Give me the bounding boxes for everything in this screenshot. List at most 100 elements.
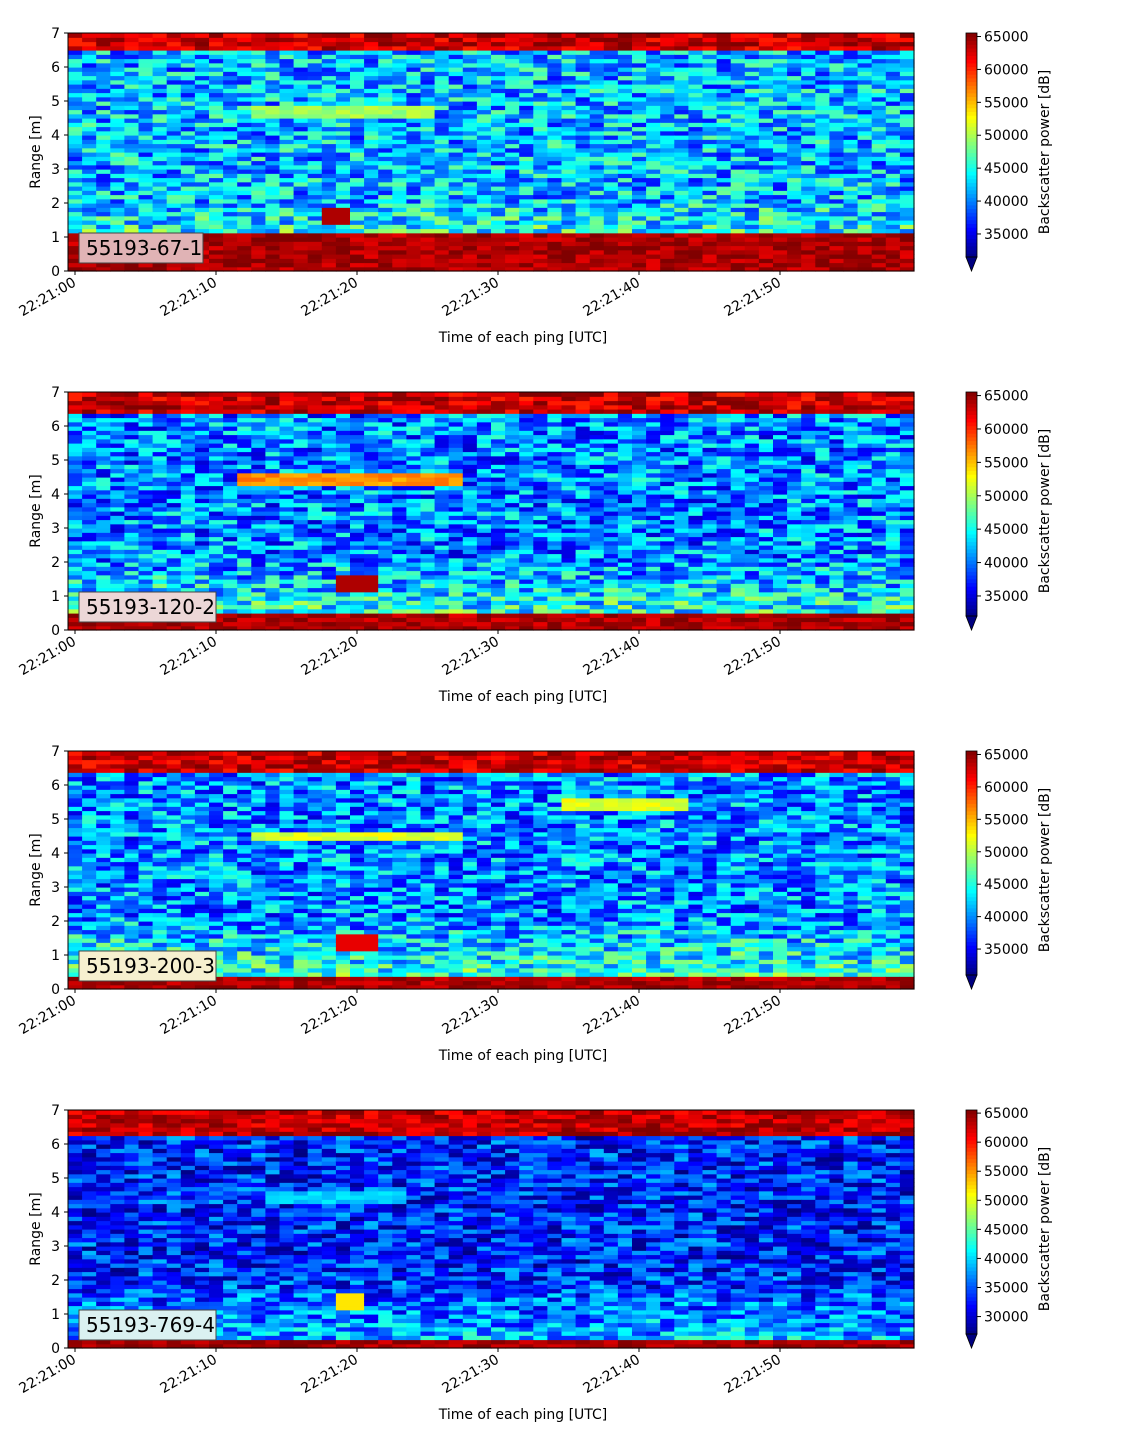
x-tick-label: 22:21:20 — [299, 1352, 361, 1397]
panel-label: 55193-67-1 — [86, 236, 202, 260]
panel-1: 0 1 2 3 4 5 6 7 Range [m] 22:21:00 22:21:10 22:21:2… — [17, 26, 1053, 346]
x-axis-label: Time of each ping [UTC] — [438, 1048, 608, 1064]
x-tick-label: 22:21:10 — [158, 275, 220, 320]
y-tick-label: 0 — [51, 264, 60, 280]
colorbar-tick-label: 40000 — [984, 556, 1029, 572]
x-tick-label: 22:21:40 — [581, 1352, 643, 1397]
y-tick-label: 3 — [51, 880, 60, 896]
x-tick-label: 22:21:10 — [158, 1352, 220, 1397]
colorbar-extend-min — [965, 615, 978, 632]
y-tick-label: 3 — [51, 1239, 60, 1255]
y-tick-label: 5 — [51, 94, 60, 110]
x-tick-label: 22:21:40 — [581, 993, 643, 1038]
colorbar: 35000 40000 45000 50000 55000 60000 65000 Backs… — [965, 389, 1053, 632]
y-tick-label: 4 — [51, 846, 60, 862]
axes-frame — [67, 750, 915, 990]
colorbar-extend-min — [965, 974, 978, 991]
y-tick-label: 5 — [51, 453, 60, 469]
axes-frame — [67, 1109, 915, 1349]
colorbar-tick-label: 35000 — [984, 589, 1029, 605]
colorbar-label: Backscatter power [dB] — [1037, 70, 1053, 235]
colorbar-frame — [965, 750, 978, 976]
colorbar: 35000 40000 45000 50000 55000 60000 65000 Backs… — [965, 747, 1053, 991]
colorbar-tick-label: 65000 — [984, 1106, 1029, 1122]
y-tick-label: 7 — [51, 744, 60, 760]
colorbar-tick-label: 50000 — [984, 845, 1029, 861]
colorbar-tick-label: 50000 — [984, 128, 1029, 144]
colorbar-tick-label: 35000 — [984, 227, 1029, 243]
x-tick-label: 22:21:20 — [299, 634, 361, 679]
y-tick-label: 4 — [51, 128, 60, 144]
colorbar-tick-label: 45000 — [984, 1222, 1029, 1238]
axes-frame — [67, 32, 915, 272]
y-tick-label: 2 — [51, 914, 60, 930]
y-tick-label: 5 — [51, 812, 60, 828]
x-tick-label: 22:21:30 — [440, 1352, 502, 1397]
x-tick-label: 22:21:50 — [722, 1352, 784, 1397]
heatmap — [68, 751, 915, 990]
colorbar-frame — [965, 391, 978, 617]
x-tick-label: 22:21:00 — [17, 275, 79, 320]
axes-frame — [67, 391, 915, 631]
colorbar-tick-label: 55000 — [984, 455, 1029, 471]
colorbar-tick-label: 40000 — [984, 910, 1029, 926]
y-tick-label: 1 — [51, 948, 60, 964]
colorbar-tick-label: 45000 — [984, 522, 1029, 538]
panel-label-box — [78, 232, 204, 264]
colorbar: 35000 40000 45000 50000 55000 60000 65000 Backs… — [965, 30, 1053, 273]
colorbar-frame — [965, 1109, 978, 1335]
x-tick-label: 22:21:40 — [581, 634, 643, 679]
y-tick-label: 1 — [51, 230, 60, 246]
y-tick-label: 5 — [51, 1171, 60, 1187]
heatmap — [68, 1110, 915, 1349]
y-axis-label: Range [m] — [28, 474, 44, 547]
y-tick-label: 7 — [51, 1103, 60, 1119]
colorbar: 30000 35000 40000 45000 50000 55000 60000 65000… — [965, 1106, 1053, 1350]
colorbar-tick-label: 55000 — [984, 1164, 1029, 1180]
colorbar-extend-min — [965, 1333, 978, 1350]
colorbar-label: Backscatter power [dB] — [1037, 429, 1053, 594]
colorbar-tick-label: 55000 — [984, 95, 1029, 111]
x-tick-label: 22:21:10 — [158, 993, 220, 1038]
colorbar-tick-label: 65000 — [984, 30, 1029, 46]
colorbar-tick-label: 65000 — [984, 747, 1029, 763]
colorbar-tick-label: 60000 — [984, 422, 1029, 438]
colorbar-label: Backscatter power [dB] — [1037, 788, 1053, 953]
y-tick-label: 6 — [51, 60, 60, 76]
colorbar-tick-label: 35000 — [984, 942, 1029, 958]
colorbar-tick-label: 65000 — [984, 389, 1029, 405]
colorbar-extend-min — [965, 256, 978, 273]
y-tick-label: 4 — [51, 487, 60, 503]
panel-label: 55193-120-2 — [86, 595, 215, 619]
y-tick-label: 3 — [51, 521, 60, 537]
y-tick-label: 7 — [51, 385, 60, 401]
x-tick-label: 22:21:00 — [17, 634, 79, 679]
x-tick-label: 22:21:00 — [17, 1352, 79, 1397]
colorbar-tick-label: 40000 — [984, 1251, 1029, 1267]
y-tick-label: 1 — [51, 1307, 60, 1323]
x-axis-label: Time of each ping [UTC] — [438, 689, 608, 705]
y-tick-label: 6 — [51, 1137, 60, 1153]
colorbar-tick-label: 60000 — [984, 780, 1029, 796]
panel-label-box — [78, 1309, 217, 1341]
colorbar-tick-label: 50000 — [984, 489, 1029, 505]
y-tick-label: 7 — [51, 26, 60, 42]
y-tick-label: 2 — [51, 555, 60, 571]
colorbar-tick-label: 60000 — [984, 1135, 1029, 1151]
panel-label-box — [78, 950, 217, 982]
x-tick-label: 22:21:30 — [440, 634, 502, 679]
colorbar-tick-label: 55000 — [984, 812, 1029, 828]
y-tick-label: 2 — [51, 1273, 60, 1289]
y-tick-label: 0 — [51, 1341, 60, 1357]
colorbar-tick-label: 60000 — [984, 62, 1029, 78]
panel-3: 0 1 2 3 4 5 6 7 Range [m] 22:21:00 22:21:10 22:21:2… — [17, 744, 1053, 1064]
x-tick-label: 22:21:50 — [722, 275, 784, 320]
x-axis-label: Time of each ping [UTC] — [438, 330, 608, 346]
colorbar-tick-label: 40000 — [984, 194, 1029, 210]
y-axis-label: Range [m] — [28, 833, 44, 906]
colorbar-tick-label: 45000 — [984, 877, 1029, 893]
panel-2: 0 1 2 3 4 5 6 7 Range [m] 22:21:00 22:21:10 22:21:2… — [17, 385, 1053, 705]
colorbar-tick-label: 30000 — [984, 1310, 1029, 1326]
y-tick-label: 6 — [51, 419, 60, 435]
